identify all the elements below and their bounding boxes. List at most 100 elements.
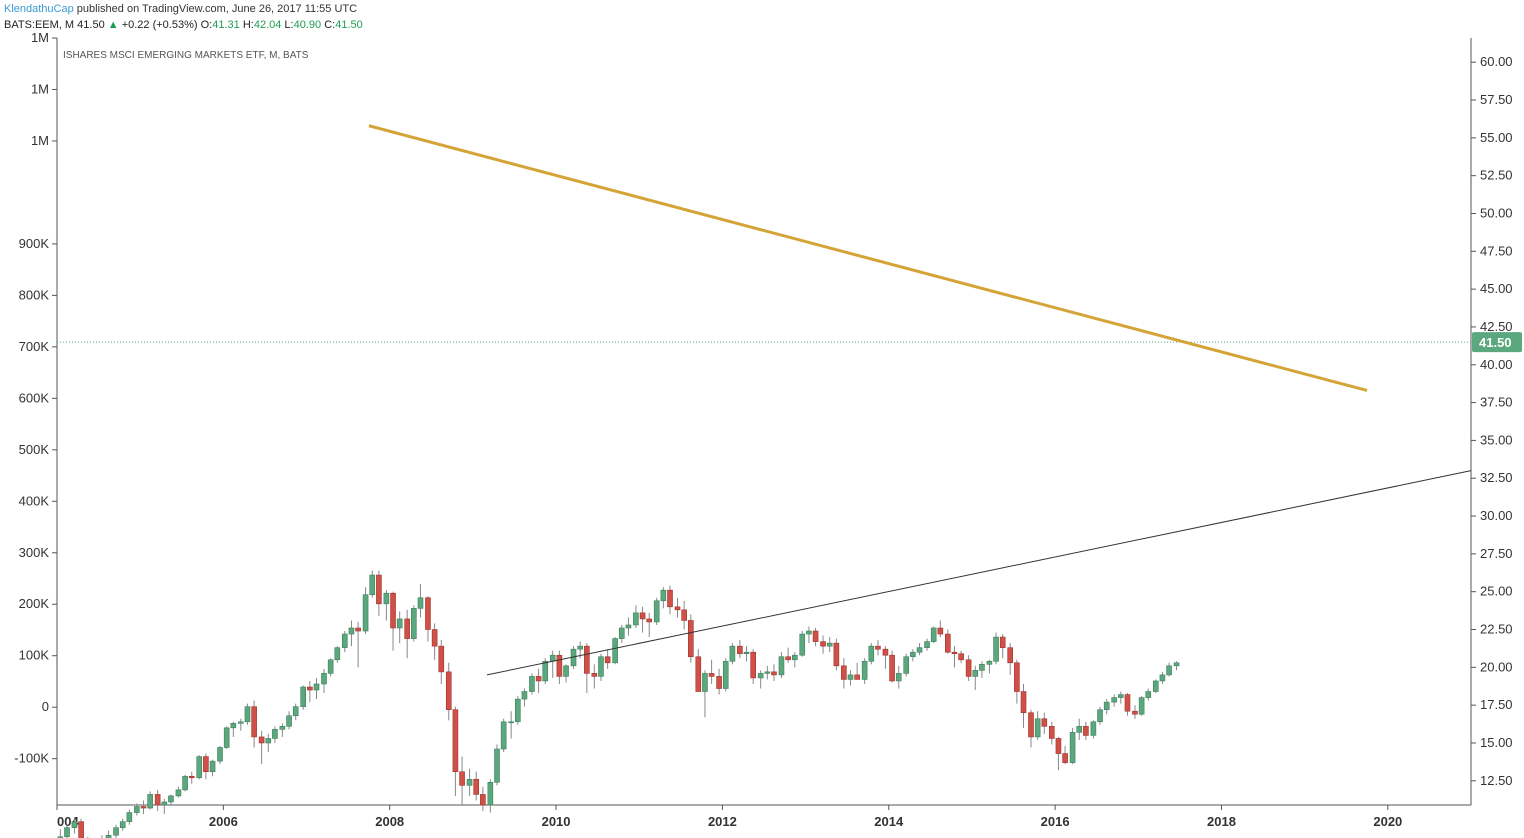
candle-down: [889, 654, 895, 682]
candle-up: [279, 726, 286, 730]
candle-down: [1028, 712, 1034, 738]
candle-up: [633, 612, 639, 626]
candle-up: [702, 673, 708, 692]
candle-down: [1020, 691, 1027, 714]
volume-tick-label: 700K: [19, 339, 50, 354]
candle-up: [292, 706, 299, 717]
candle-down: [854, 674, 860, 680]
candle-up: [743, 651, 750, 655]
candle-down: [820, 641, 826, 647]
time-tick-label: 2014: [874, 814, 904, 829]
candle-up: [168, 795, 174, 803]
time-axis[interactable]: 004 2006 2008 2010 2012 2014 2016 2018 2020: [56, 805, 1402, 829]
candle-down: [591, 673, 598, 677]
time-tick-label: 2020: [1373, 814, 1402, 829]
candle-up: [791, 654, 798, 661]
candle-down: [535, 676, 542, 682]
price-tick-label: 37.50: [1480, 395, 1513, 410]
candle-up: [238, 721, 244, 724]
candle-up: [417, 597, 424, 609]
volume-axis: 1M 1M 1M 900K 800K 700K 600K 500K 400K 300K 200K 10…: [14, 30, 57, 766]
candle-down: [785, 656, 791, 661]
candle-down: [584, 645, 590, 674]
candle-up: [265, 738, 272, 744]
candle-up: [217, 747, 223, 762]
candle-up: [396, 618, 403, 629]
candle-up: [924, 641, 930, 648]
last-price-text: 41.50: [77, 19, 105, 31]
publish-line: KlendathuCap published on TradingView.co…: [4, 3, 357, 15]
candle-up: [722, 660, 729, 689]
price-tick-label: 32.50: [1480, 470, 1513, 485]
change-text: +0.22 (+0.53%): [121, 19, 198, 31]
candle-up: [161, 801, 168, 806]
candle-up: [598, 656, 604, 677]
candle-down: [708, 673, 715, 677]
candle-up: [1118, 694, 1124, 698]
candle-up: [321, 673, 327, 685]
price-tick-label: 12.50: [1480, 773, 1513, 788]
candle-up: [542, 660, 549, 682]
candle-down: [307, 686, 313, 691]
plot-frame: [56, 38, 1472, 806]
candle-up: [868, 645, 875, 662]
candle-down: [812, 630, 819, 642]
candle-up: [972, 670, 979, 677]
candle-down: [251, 706, 257, 738]
ohlc-line: BATS:EEM, M 41.50 ▲ +0.22 (+0.53%) O:41.…: [4, 19, 363, 31]
last-price-badge-bg: [1472, 332, 1522, 353]
close-label: C:: [324, 19, 336, 31]
price-axis[interactable]: 60.00 57.50 55.00 52.50 50.00 47.50 45.00 42.50…: [1471, 54, 1513, 788]
candle-up: [182, 775, 188, 791]
candle-up: [1034, 718, 1041, 738]
candle-down: [404, 618, 410, 639]
candle-up: [549, 654, 556, 662]
candle-up: [778, 656, 785, 676]
price-tick-label: 55.00: [1480, 130, 1513, 145]
candle-up: [729, 645, 736, 662]
candle-down: [390, 592, 396, 629]
candle-up: [757, 673, 764, 679]
price-tick-label: 20.00: [1480, 659, 1513, 674]
candle-up: [57, 836, 64, 838]
price-tick-label: 17.50: [1480, 697, 1513, 712]
candle-up: [230, 723, 237, 729]
symbol-label: BATS:EEM, M: [4, 19, 75, 31]
candle-down: [1055, 738, 1062, 754]
candle-up: [529, 676, 535, 692]
candle-up: [487, 782, 494, 806]
volume-tick-label: 1M: [31, 30, 49, 45]
candle-down: [355, 627, 361, 632]
candle-down: [473, 778, 480, 795]
candle-down: [875, 645, 881, 650]
candle-up: [847, 674, 854, 680]
candle-up: [764, 671, 771, 674]
candle-up: [1166, 665, 1172, 676]
candle-down: [681, 609, 687, 621]
candle-up: [1138, 697, 1145, 715]
trendlines[interactable]: [368, 124, 1472, 676]
candle-down: [1124, 694, 1131, 712]
candle-up: [930, 627, 937, 642]
candle-down: [1083, 726, 1089, 736]
high-value: 42.04: [253, 19, 282, 31]
price-tick-label: 15.00: [1480, 735, 1513, 750]
author-link[interactable]: KlendathuCap: [4, 3, 74, 15]
candle-down: [604, 656, 611, 664]
volume-tick-label: 1M: [31, 81, 49, 96]
volume-tick-label: 800K: [19, 287, 50, 302]
candle-up: [244, 706, 251, 723]
price-tick-label: 45.00: [1480, 281, 1513, 296]
candle-down: [431, 629, 438, 647]
chart-title: ISHARES MSCI EMERGING MARKETS ETF, M, BA…: [63, 50, 309, 61]
volume-tick-label: 900K: [19, 236, 50, 251]
volume-tick-label: 1M: [31, 133, 49, 148]
price-tick-label: 50.00: [1480, 205, 1513, 220]
candle-down: [833, 642, 840, 667]
low-value: 40.90: [293, 19, 322, 31]
price-tick-label: 42.50: [1480, 319, 1513, 334]
candle-up: [272, 729, 278, 739]
candle-up: [653, 600, 660, 623]
candle-down: [556, 654, 563, 677]
